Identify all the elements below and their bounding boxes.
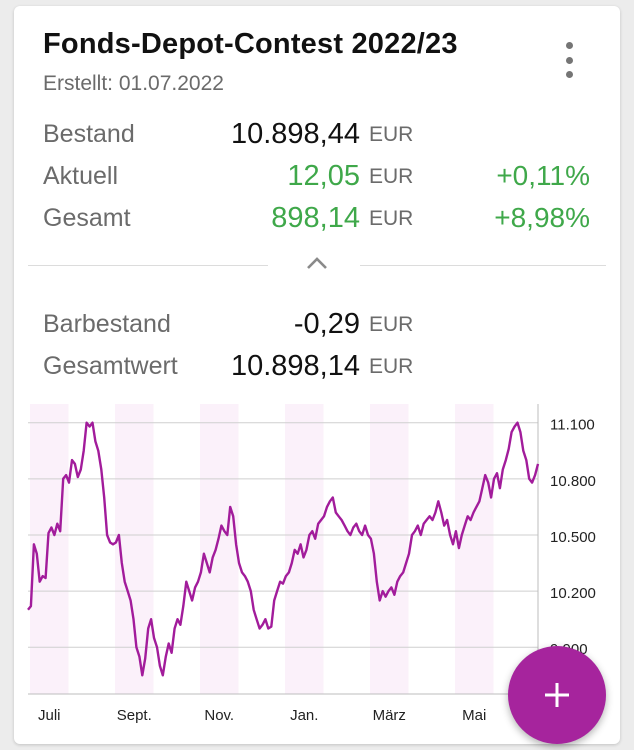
row-currency: EUR — [369, 165, 414, 188]
x-tick-label: Sept. — [117, 707, 152, 724]
row-label: Bestand — [43, 120, 135, 148]
row-currency: EUR — [369, 313, 414, 336]
row-label: Aktuell — [43, 162, 119, 190]
row-gesamt: Gesamt 898,14 EUR +8,98% — [14, 202, 620, 240]
plus-icon — [545, 683, 569, 707]
row-aktuell: Aktuell 12,05 EUR +0,11% — [14, 160, 620, 198]
row-value: 10.898,44 — [230, 118, 360, 150]
more-vert-icon[interactable] — [554, 42, 584, 78]
series-line — [27, 421, 540, 677]
month-band — [200, 404, 239, 694]
row-currency: EUR — [369, 207, 414, 230]
chevron-up-icon[interactable] — [304, 254, 330, 272]
month-band — [370, 404, 409, 694]
row-bestand: Bestand 10.898,44 EUR — [14, 118, 620, 156]
row-gesamtwert: Gesamtwert 10.898,14 EUR — [14, 350, 620, 388]
x-tick-label: Juli — [38, 707, 61, 724]
divider — [28, 265, 268, 266]
x-tick-label: Jan. — [290, 707, 318, 724]
row-value: 12,05 — [287, 160, 360, 192]
y-tick-label: 11.100 — [550, 417, 595, 434]
row-label: Gesamtwert — [43, 352, 178, 380]
card-title: Fonds-Depot-Contest 2022/23 — [43, 28, 458, 60]
row-label: Gesamt — [43, 204, 131, 232]
y-tick-label: 10.800 — [550, 473, 596, 490]
y-tick-label: 10.500 — [550, 529, 596, 546]
row-percent: +8,98% — [494, 202, 590, 233]
x-tick-label: März — [373, 707, 406, 724]
row-value: 898,14 — [271, 202, 360, 234]
created-date: Erstellt: 01.07.2022 — [43, 72, 224, 95]
row-value: 10.898,14 — [230, 350, 360, 382]
x-tick-label: Mai — [462, 707, 486, 724]
row-currency: EUR — [369, 355, 414, 378]
row-percent: +0,11% — [496, 160, 590, 191]
x-tick-label: Nov. — [204, 707, 234, 724]
month-band — [455, 404, 494, 694]
month-band — [285, 404, 324, 694]
divider — [360, 265, 606, 266]
portfolio-card: Fonds-Depot-Contest 2022/23 Erstellt: 01… — [14, 6, 620, 744]
performance-chart[interactable]: 9.90010.20010.50010.80011.100JuliSept.No… — [14, 390, 620, 725]
row-currency: EUR — [369, 123, 414, 146]
row-value: -0,29 — [293, 308, 360, 340]
row-label: Barbestand — [43, 310, 171, 338]
y-tick-label: 10.200 — [550, 585, 596, 602]
add-button[interactable] — [508, 646, 606, 744]
row-barbestand: Barbestand -0,29 EUR — [14, 308, 620, 346]
